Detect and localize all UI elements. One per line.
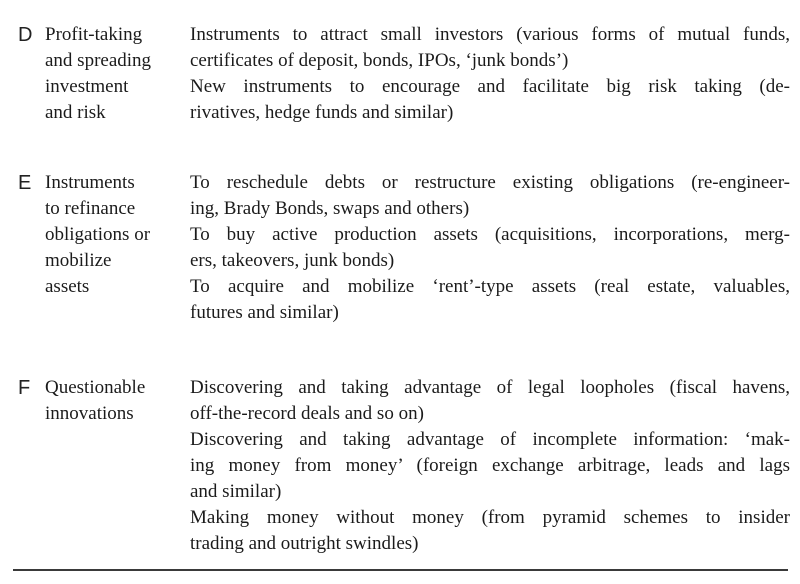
row-description: Discovering and taking advantage of lega…	[190, 375, 790, 557]
row-label-line: and spreading	[45, 50, 152, 71]
row-label: Instruments to refinance obligations or …	[45, 170, 190, 300]
table-content: D Profit-taking and spreading investment…	[18, 22, 790, 557]
row-label-line: assets	[45, 276, 90, 297]
row-label-line: investment	[45, 76, 129, 97]
table-row: D Profit-taking and spreading investment…	[18, 22, 790, 126]
description-line: To acquire and mobilize ‘rent’-type asse…	[190, 276, 790, 297]
row-label-line: to refinance	[45, 198, 136, 219]
table-row: F Questionable innovations Discovering a…	[18, 375, 790, 557]
description-line: Discovering and taking advantage of lega…	[190, 377, 790, 398]
row-label-line: obligations or	[45, 224, 151, 245]
description-line: New instruments to encourage and facilit…	[190, 76, 790, 97]
row-label: Questionable innovations	[45, 375, 190, 427]
row-label-line: Instruments	[45, 172, 135, 193]
description-line: ing money from money’ (foreign exchange …	[190, 455, 790, 476]
description-line: futures and similar)	[190, 302, 339, 323]
description-line: certificates of deposit, bonds, IPOs, ‘j…	[190, 50, 569, 71]
row-description: Instruments to attract small investors (…	[190, 22, 790, 126]
description-line: To buy active production assets (acquisi…	[190, 224, 790, 245]
row-letter: F	[18, 377, 31, 399]
row-letter: D	[18, 24, 33, 46]
table-row: E Instruments to refinance obligations o…	[18, 170, 790, 326]
description-line: and similar)	[190, 481, 282, 502]
row-label: Profit-taking and spreading investment a…	[45, 22, 190, 126]
row-label-line: mobilize	[45, 250, 112, 271]
row-label-line: Questionable	[45, 377, 146, 398]
description-line: off-the-record deals and so on)	[190, 403, 424, 424]
row-label-line: innovations	[45, 403, 134, 424]
row-description: To reschedule debts or restructure exist…	[190, 170, 790, 326]
description-line: To reschedule debts or restructure exist…	[190, 172, 790, 193]
row-label-line: Profit-taking	[45, 24, 143, 45]
description-line: Making money without money (from pyramid…	[190, 507, 790, 528]
description-line: rivatives, hedge funds and similar)	[190, 102, 454, 123]
row-label-line: and risk	[45, 102, 106, 123]
bottom-rule	[13, 569, 788, 571]
description-line: ers, takeovers, junk bonds)	[190, 250, 395, 271]
description-line: Discovering and taking advantage of inco…	[190, 429, 790, 450]
description-line: trading and outright swindles)	[190, 533, 419, 554]
description-line: Instruments to attract small investors (…	[190, 24, 790, 45]
row-letter: E	[18, 172, 32, 194]
description-line: ing, Brady Bonds, swaps and others)	[190, 198, 470, 219]
